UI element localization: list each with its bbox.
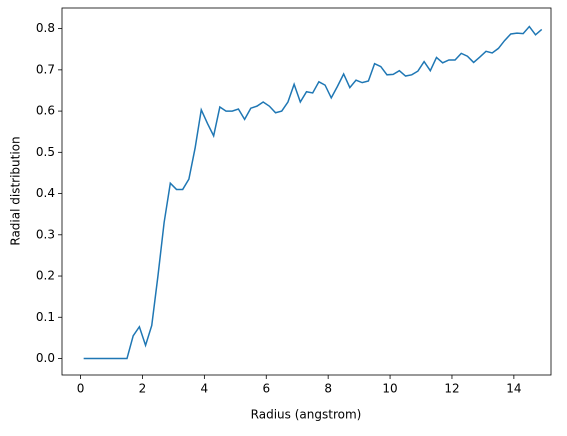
x-tick-label: 14 [506,382,521,396]
axes-frame [61,7,552,376]
y-tick-label: 0.0 [36,351,55,365]
x-tick-label: 12 [444,382,459,396]
y-tick-label: 0.8 [36,21,55,35]
y-tick-label: 0.7 [36,62,55,76]
y-tick-label: 0.3 [36,227,55,241]
x-tick-label: 10 [382,382,397,396]
y-axis-label: Radial distribution [9,136,23,245]
x-tick-label: 2 [139,382,147,396]
x-tick-label: 6 [262,382,270,396]
y-tick-label: 0.2 [36,269,55,283]
y-tick-label: 0.5 [36,145,55,159]
x-axis-label: Radius (angstrom) [251,408,362,422]
data-line [83,25,543,360]
y-tick-label: 0.6 [36,104,55,118]
x-tick-label: 4 [201,382,209,396]
y-tick-label: 0.4 [36,186,55,200]
x-tick-label: 0 [77,382,85,396]
y-tick-label: 0.1 [36,310,55,324]
x-tick-label: 8 [324,382,332,396]
